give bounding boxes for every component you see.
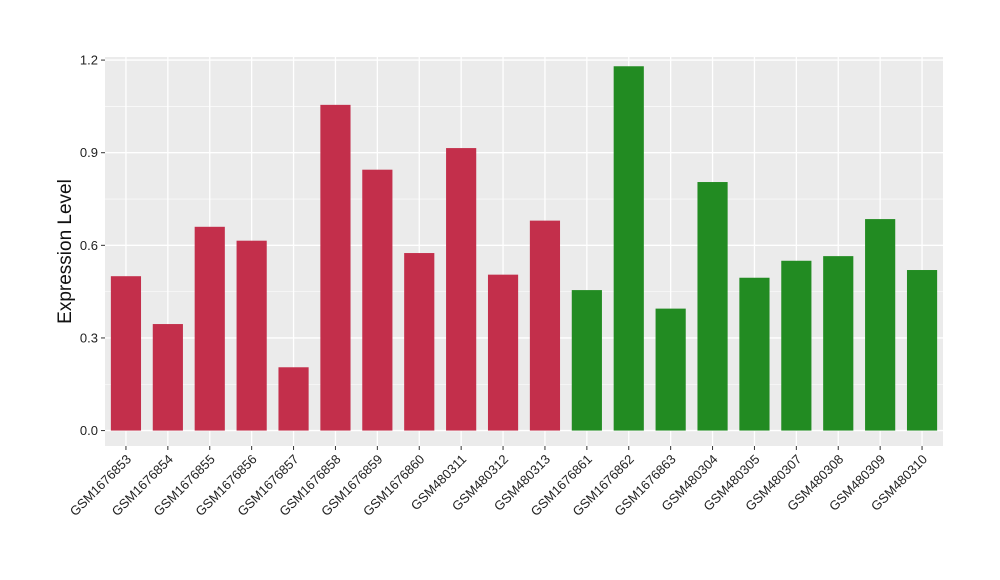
- bar-GSM480304: [697, 182, 728, 431]
- bar-GSM1676861: [571, 290, 602, 431]
- bar-GSM1676862: [613, 66, 644, 431]
- bar-GSM1676858: [320, 104, 351, 431]
- bar-GSM480312: [487, 274, 519, 431]
- bar-GSM480307: [781, 260, 812, 431]
- bar-GSM1676857: [278, 367, 309, 431]
- bars: [110, 66, 938, 431]
- bar-GSM1676853: [110, 276, 142, 431]
- bar-GSM480311: [446, 148, 477, 431]
- bar-GSM480305: [739, 277, 770, 431]
- bar-GSM480309: [865, 219, 896, 431]
- bar-GSM1676860: [404, 253, 435, 431]
- bar-GSM480313: [529, 220, 561, 431]
- plot-panel: [105, 57, 943, 446]
- bar-GSM480310: [906, 270, 938, 431]
- bar-GSM1676859: [362, 169, 393, 431]
- y-tick-label: 0.9: [80, 145, 98, 160]
- bar-GSM1676856: [236, 240, 267, 431]
- bar-GSM1676863: [655, 308, 686, 431]
- bar-GSM1676854: [152, 324, 183, 431]
- bar-GSM480308: [823, 256, 854, 431]
- y-tick-label: 0.0: [80, 423, 98, 438]
- y-tick-label: 1.2: [80, 53, 98, 68]
- y-tick-label: 0.6: [80, 238, 98, 253]
- y-tick-label: 0.3: [80, 330, 98, 345]
- y-axis-title: Expression Level: [55, 179, 76, 324]
- bar-GSM1676855: [194, 226, 225, 431]
